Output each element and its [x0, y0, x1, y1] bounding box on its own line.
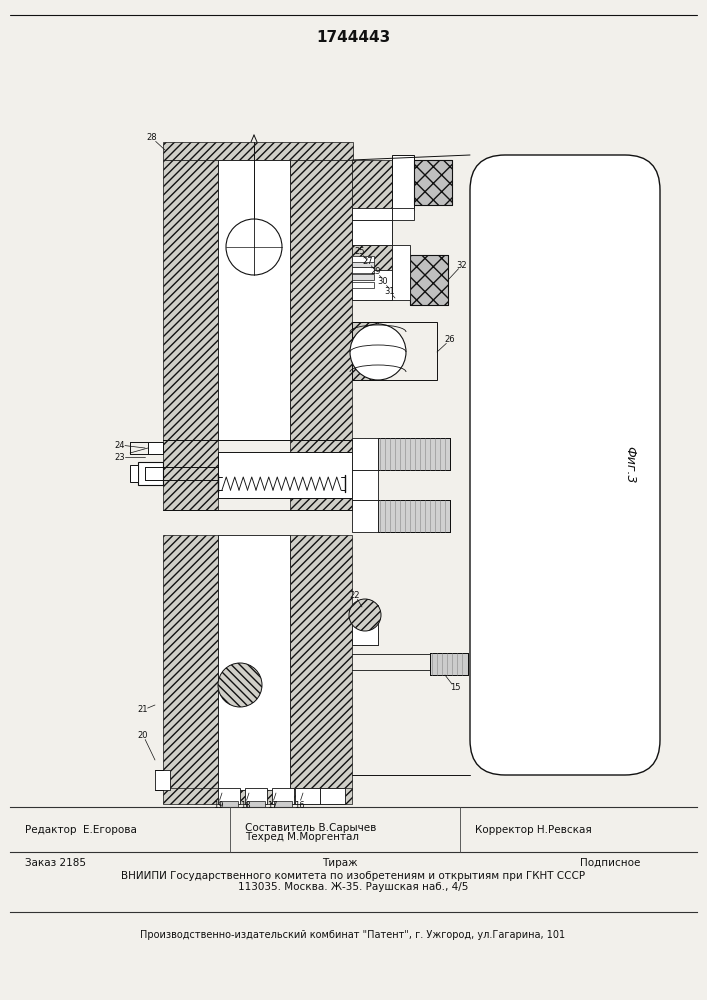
Bar [352, 220, 392, 245]
FancyBboxPatch shape [470, 155, 660, 775]
Circle shape [218, 663, 262, 707]
Bar [320, 788, 345, 804]
Text: 113035. Москва. Ж-35. Раушская наб., 4/5: 113035. Москва. Ж-35. Раушская наб., 4/5 [238, 882, 468, 892]
Bar [352, 261, 374, 267]
Bar [392, 155, 414, 210]
Bar [392, 208, 414, 220]
Bar [130, 465, 138, 482]
Bar [245, 788, 267, 804]
Bar [414, 160, 452, 205]
Bar [430, 653, 468, 675]
Bar [352, 274, 374, 280]
Text: 32: 32 [457, 260, 467, 269]
Bar [352, 322, 437, 380]
Circle shape [226, 219, 282, 275]
Text: Редактор  Е.Егорова: Редактор Е.Егорова [25, 825, 137, 835]
Bar [163, 788, 352, 804]
Bar [430, 653, 468, 675]
Bar [410, 255, 448, 305]
Text: Составитель В.Сарычев: Составитель В.Сарычев [245, 823, 376, 833]
Bar [290, 440, 352, 510]
Text: 19: 19 [213, 800, 223, 810]
Bar [290, 160, 352, 440]
Bar [352, 270, 392, 300]
Text: 26: 26 [445, 336, 455, 344]
Bar [352, 256, 374, 262]
Bar [352, 282, 374, 288]
Text: Фиг.3: Фиг.3 [624, 446, 636, 484]
Text: 24: 24 [115, 440, 125, 450]
Bar [352, 470, 378, 500]
Text: 27: 27 [363, 257, 373, 266]
Text: 21: 21 [138, 706, 148, 714]
Text: 23: 23 [115, 452, 125, 462]
Bar [352, 220, 392, 245]
Bar [247, 801, 265, 807]
Text: 28: 28 [146, 133, 158, 142]
Text: Корректор Н.Ревская: Корректор Н.Ревская [475, 825, 592, 835]
Circle shape [350, 324, 406, 380]
Text: Тираж: Тираж [322, 858, 358, 868]
Bar [352, 220, 392, 245]
Bar [392, 245, 410, 300]
Bar [410, 255, 448, 305]
Bar [352, 267, 374, 273]
Bar [290, 535, 352, 790]
Bar [218, 535, 290, 790]
Text: 29: 29 [370, 267, 381, 276]
Bar [295, 788, 320, 804]
Bar [163, 535, 218, 790]
Bar [220, 801, 238, 807]
Bar [352, 208, 392, 220]
Bar [138, 462, 163, 485]
Bar [163, 142, 353, 160]
Text: ВНИИПИ Государственного комитета по изобретениям и открытиям при ГКНТ СССР: ВНИИПИ Государственного комитета по изоб… [121, 871, 585, 881]
Text: 18: 18 [240, 800, 250, 810]
Bar [378, 500, 450, 532]
Text: 31: 31 [385, 288, 395, 296]
Bar [155, 770, 170, 790]
Text: 17: 17 [267, 800, 277, 810]
Circle shape [349, 599, 381, 631]
Text: 16: 16 [293, 800, 304, 810]
Bar [352, 160, 392, 220]
Bar [274, 801, 292, 807]
Text: 15: 15 [450, 684, 460, 692]
Bar [378, 438, 450, 470]
Bar [352, 322, 378, 380]
Bar [352, 605, 378, 645]
Bar [352, 500, 378, 532]
Text: Подписное: Подписное [580, 858, 641, 868]
Text: 30: 30 [378, 277, 388, 286]
Bar [352, 625, 378, 645]
Bar [378, 438, 450, 470]
Bar [218, 452, 352, 498]
Text: 22: 22 [350, 590, 361, 599]
Bar [352, 438, 378, 470]
Bar [378, 500, 450, 532]
Text: Производственно-издательский комбинат "Патент", г. Ужгород, ул.Гагарина, 101: Производственно-издательский комбинат "П… [141, 930, 566, 940]
Text: 1744443: 1744443 [316, 30, 390, 45]
Bar [272, 788, 294, 804]
Text: Заказ 2185: Заказ 2185 [25, 858, 86, 868]
Text: 25: 25 [355, 247, 366, 256]
Bar [414, 160, 452, 205]
Bar [163, 160, 218, 440]
Bar [148, 442, 163, 454]
Text: 20: 20 [138, 730, 148, 740]
Bar [218, 788, 240, 804]
Bar [218, 160, 290, 440]
Text: Техред М.Моргентал: Техред М.Моргентал [245, 832, 359, 842]
Bar [352, 245, 392, 300]
Bar [163, 440, 218, 510]
